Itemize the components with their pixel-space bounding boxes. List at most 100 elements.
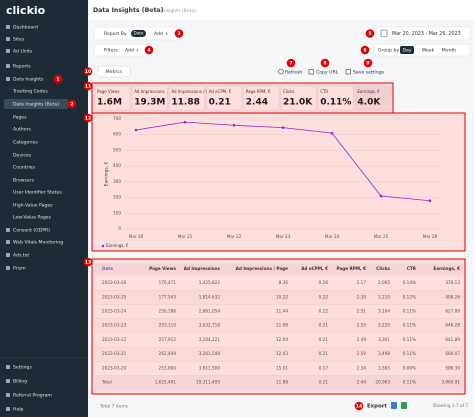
add-button[interactable]: Add + xyxy=(154,31,168,37)
x-tick-label: Mar 23 xyxy=(276,234,291,239)
menu-item[interactable]: Billing xyxy=(13,379,27,385)
table-cell: 2023-03-20 xyxy=(102,365,127,370)
menu-icon xyxy=(6,407,10,411)
badge xyxy=(83,113,93,123)
menu-item[interactable]: User Identifier Status xyxy=(13,190,62,196)
menu-item[interactable]: Low-Value Pages xyxy=(13,215,52,221)
metric-label: Ad Impressions / Page xyxy=(171,89,216,94)
menu-item[interactable]: Categories xyxy=(13,140,38,146)
date-pill xyxy=(131,30,146,37)
x-tick-label: Mar 26 xyxy=(423,234,438,239)
total-items: Total 7 items xyxy=(99,404,129,410)
group-option[interactable]: Day xyxy=(402,48,411,54)
table-cell: 2023-03-23 xyxy=(102,323,127,328)
column-header[interactable]: Earnings, € xyxy=(433,266,460,271)
badge-number: 10 xyxy=(85,69,91,75)
table-cell: 3,220 xyxy=(378,323,390,328)
menu-item[interactable]: Settings xyxy=(13,365,32,371)
metric-label: Clicks xyxy=(283,89,295,94)
menu-item[interactable]: High-Value Pages xyxy=(13,203,53,209)
table-cell: 2.44 xyxy=(357,380,367,385)
metric-card[interactable] xyxy=(94,85,131,111)
refresh-label[interactable]: Refresh xyxy=(285,70,302,76)
menu-icon xyxy=(6,253,10,257)
menu-item[interactable]: Tracking Codes xyxy=(12,89,48,95)
menu-item[interactable]: Data Insights xyxy=(13,77,44,83)
menu-item[interactable]: Browsers xyxy=(13,178,35,184)
metric-card[interactable] xyxy=(280,85,317,111)
column-header[interactable]: CTR xyxy=(407,266,417,271)
metric-value: 2.44 xyxy=(246,98,268,108)
badge xyxy=(365,29,375,38)
metric-card[interactable] xyxy=(318,85,354,111)
column-header[interactable]: Ad Impressions / Page xyxy=(236,266,289,271)
menu-icon xyxy=(6,25,10,29)
table-cell: 1,625,491 xyxy=(155,380,177,385)
column-header[interactable]: Page Views xyxy=(149,266,176,271)
menu-item[interactable]: Web Vitals Monitoring xyxy=(13,240,63,246)
page-title: Data Insights (Beta) xyxy=(93,7,164,14)
menu-item[interactable]: Prism xyxy=(13,266,26,272)
y-tick-label: 100 xyxy=(113,210,121,215)
group-by-label: Group by xyxy=(378,48,399,54)
badge-number: 11 xyxy=(85,84,91,90)
table-cell: 0.11% xyxy=(403,351,416,356)
badge-number: 13 xyxy=(85,260,91,266)
menu-item[interactable]: Referral Program xyxy=(13,393,52,399)
menu-item[interactable]: Data Insights (Beta) xyxy=(13,102,59,108)
badge-number: 12 xyxy=(85,116,91,122)
menu-item[interactable]: Sites xyxy=(13,37,25,43)
table-row xyxy=(95,290,463,305)
metric-value: 0.21 xyxy=(209,98,231,108)
date-range-box[interactable] xyxy=(375,26,471,41)
table-cell: 3,960.91 xyxy=(441,380,460,385)
export-label[interactable]: Export xyxy=(367,404,387,410)
y-tick-label: 200 xyxy=(113,195,121,200)
table-cell: 2.49 xyxy=(357,337,367,342)
table-cell: 262,409 xyxy=(159,351,177,356)
menu-item[interactable]: Devices xyxy=(13,153,32,159)
metrics-button[interactable] xyxy=(97,65,131,78)
metric-card[interactable] xyxy=(355,85,391,111)
menu-item[interactable]: Reports xyxy=(13,64,31,70)
export-icon xyxy=(401,402,407,409)
menu-item[interactable]: Ad Units xyxy=(13,49,33,55)
table-cell: Total xyxy=(101,380,112,385)
badge xyxy=(144,45,154,55)
table-cell: 2.30 xyxy=(357,294,367,299)
table-row xyxy=(95,318,463,333)
menu-item[interactable]: Authors xyxy=(13,127,31,133)
group-option[interactable]: Week xyxy=(422,48,435,54)
y-axis-label: Earnings, € xyxy=(104,161,110,186)
table-row xyxy=(95,304,463,319)
column-header[interactable]: Ad eCPM, € xyxy=(301,266,328,271)
filters-box[interactable] xyxy=(93,43,150,57)
group-option[interactable]: Month xyxy=(442,48,456,54)
metric-card[interactable] xyxy=(243,85,280,111)
filters-add[interactable]: Add + xyxy=(125,48,139,54)
menu-item[interactable]: Dashboard xyxy=(13,25,38,31)
metric-card[interactable] xyxy=(206,85,243,111)
copy-url-label[interactable]: Copy URL xyxy=(316,70,339,76)
x-tick-label: Mar 25 xyxy=(374,234,389,239)
metric-card[interactable] xyxy=(131,85,168,111)
table-row xyxy=(95,375,463,390)
badge-number: 8 xyxy=(323,61,326,67)
menu-item[interactable]: Pages xyxy=(13,115,27,121)
metric-card[interactable] xyxy=(169,85,205,111)
column-header[interactable]: Page RPM, € xyxy=(336,266,366,271)
menu-item[interactable]: Ads.txt xyxy=(13,253,29,259)
column-header[interactable]: Date xyxy=(102,266,113,271)
menu-item[interactable]: Countries xyxy=(13,165,36,171)
legend-swatch xyxy=(101,244,105,248)
column-header[interactable]: Ad Impressions xyxy=(184,266,221,271)
menu-item[interactable]: Help xyxy=(13,407,24,413)
menu-item[interactable]: Consent (GDPR) xyxy=(13,228,50,234)
highlight-region xyxy=(91,112,466,252)
table-cell: 370.13 xyxy=(445,280,460,285)
menu-icon xyxy=(6,365,10,369)
save-label[interactable]: Save settings xyxy=(353,70,385,76)
column-header[interactable]: Clicks xyxy=(376,266,390,271)
table-cell: 641.89 xyxy=(445,337,460,342)
table-cell: 15.01 xyxy=(276,365,288,370)
